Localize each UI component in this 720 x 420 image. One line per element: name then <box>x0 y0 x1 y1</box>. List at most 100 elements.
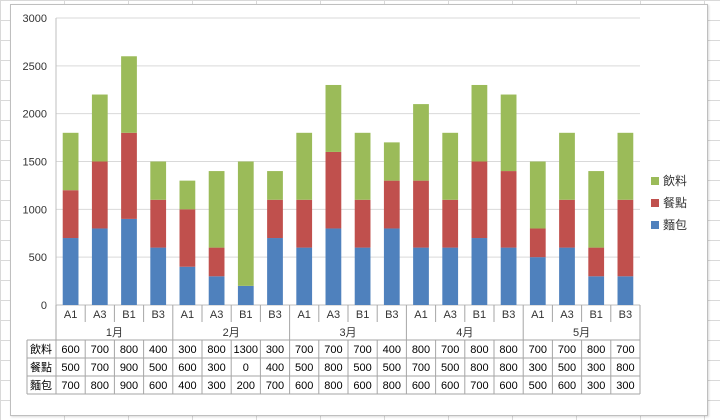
table-cell: 400 <box>149 344 167 356</box>
table-cell: 400 <box>383 344 401 356</box>
x-category-label: A1 <box>181 309 194 321</box>
table-cell: 800 <box>470 362 488 374</box>
bar-segment <box>150 161 167 200</box>
table-cell: 300 <box>207 380 225 392</box>
table-cell: 600 <box>499 380 517 392</box>
x-category-label: B3 <box>502 309 515 321</box>
table-cell: 600 <box>412 380 430 392</box>
bar-segment <box>325 228 342 305</box>
bar-segment <box>383 142 400 181</box>
bar-segment <box>471 84 488 162</box>
bar-segment <box>413 104 429 181</box>
bar-segment <box>121 56 137 133</box>
bar-segment <box>588 276 605 305</box>
table-row-header: 飲料 <box>30 342 52 356</box>
bar-segment <box>150 247 167 305</box>
table-cell: 700 <box>470 380 488 392</box>
bar-segment <box>471 161 488 239</box>
table-cell: 400 <box>178 380 196 392</box>
x-group-label: 3月 <box>339 327 356 339</box>
table-cell: 800 <box>383 380 401 392</box>
legend-label: 飲料 <box>663 173 687 188</box>
legend-label: 餐點 <box>663 195 687 210</box>
x-category-label: B1 <box>239 309 252 321</box>
bar-segment <box>237 285 254 305</box>
table-cell: 800 <box>412 344 430 356</box>
bar-segment <box>559 199 575 248</box>
y-tick-label: 3000 <box>23 13 47 25</box>
bar-segment <box>617 199 634 277</box>
bar-segment <box>383 180 400 229</box>
bar-segment <box>91 161 108 229</box>
bar-segment <box>267 238 283 305</box>
table-cell: 500 <box>383 362 401 374</box>
table-cell: 500 <box>295 362 313 374</box>
bar-segment <box>296 199 313 248</box>
bar-segment <box>617 276 634 305</box>
bar-segment <box>62 132 79 191</box>
table-cell: 500 <box>529 380 547 392</box>
x-group-label: 1月 <box>106 327 123 339</box>
x-category-label: A3 <box>560 309 573 321</box>
bar-segment <box>471 238 488 305</box>
x-category-label: A1 <box>531 309 544 321</box>
legend-key <box>651 177 659 185</box>
x-category-label: B1 <box>122 309 135 321</box>
table-cell: 400 <box>266 362 284 374</box>
x-category-label: A3 <box>443 309 456 321</box>
table-cell: 500 <box>61 362 79 374</box>
bar-segment <box>179 266 196 305</box>
x-category-label: B3 <box>385 309 398 321</box>
bar-segment <box>442 132 459 200</box>
bar-segment <box>150 199 167 248</box>
bar-segment <box>179 209 196 267</box>
x-category-label: B1 <box>356 309 369 321</box>
y-tick-label: 1000 <box>23 204 47 216</box>
table-cell: 600 <box>149 380 167 392</box>
legend-key <box>651 199 659 207</box>
bar-segment <box>208 247 225 277</box>
table-cell: 500 <box>149 362 167 374</box>
table-cell: 800 <box>616 362 634 374</box>
table-cell: 900 <box>120 380 138 392</box>
table-cell: 300 <box>587 380 605 392</box>
bar-segment <box>121 218 137 305</box>
bar-segment <box>208 171 225 248</box>
table-cell: 700 <box>61 380 79 392</box>
bar-segment <box>383 228 400 305</box>
x-category-label: A3 <box>210 309 223 321</box>
x-category-label: B3 <box>619 309 632 321</box>
y-tick-label: 2000 <box>23 109 47 121</box>
bar-segment <box>529 257 546 305</box>
bar-segment <box>121 132 137 219</box>
bar-segment <box>413 180 429 248</box>
table-cell: 700 <box>295 344 313 356</box>
table-cell: 700 <box>353 344 371 356</box>
bar-segment <box>617 132 634 200</box>
bar-segment <box>354 199 371 248</box>
table-cell: 600 <box>61 344 79 356</box>
table-cell: 700 <box>616 344 634 356</box>
legend-label: 麵包 <box>663 218 687 232</box>
bar-segment <box>91 94 108 162</box>
x-category-label: A3 <box>93 309 106 321</box>
bar-segment <box>529 228 546 258</box>
bar-segment <box>442 199 459 248</box>
table-cell: 500 <box>353 362 371 374</box>
table-cell: 600 <box>441 380 459 392</box>
table-cell: 500 <box>558 362 576 374</box>
table-cell: 800 <box>499 344 517 356</box>
bar-segment <box>62 238 79 305</box>
table-cell: 700 <box>91 362 109 374</box>
x-category-label: B1 <box>589 309 602 321</box>
bar-segment <box>588 247 605 277</box>
table-cell: 700 <box>558 344 576 356</box>
bar-segment <box>208 276 225 305</box>
bar-segment <box>559 132 575 200</box>
bar-segment <box>91 228 108 305</box>
table-cell: 800 <box>324 362 342 374</box>
bar-segment <box>559 247 575 305</box>
table-cell: 800 <box>324 380 342 392</box>
bar-segment <box>500 247 517 305</box>
